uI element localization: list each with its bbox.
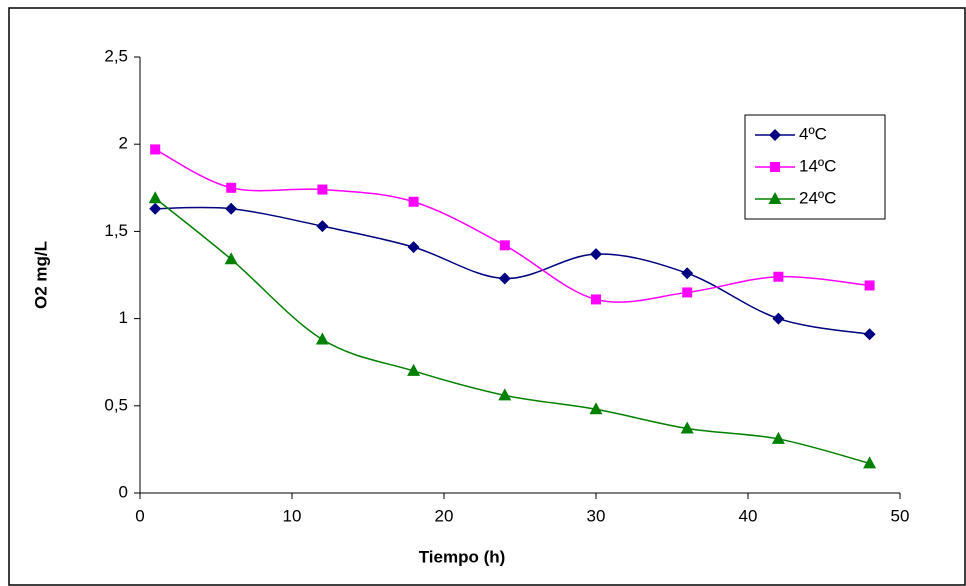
marker	[772, 312, 785, 325]
marker	[407, 241, 420, 254]
marker	[863, 328, 876, 341]
marker	[498, 272, 511, 285]
y-tick-label: 0,5	[104, 395, 128, 414]
y-axis-label: O2 mg/L	[31, 241, 50, 309]
y-tick-label: 2	[119, 134, 128, 153]
marker	[407, 363, 421, 376]
marker	[771, 431, 785, 444]
marker	[589, 402, 603, 415]
marker	[224, 252, 238, 265]
marker	[498, 388, 512, 401]
y-tick-label: 1,5	[104, 221, 128, 240]
marker	[316, 220, 329, 233]
x-tick-label: 0	[135, 506, 144, 525]
marker	[591, 294, 601, 305]
legend-label: 4ºC	[799, 124, 827, 143]
marker	[408, 196, 419, 207]
marker	[863, 456, 877, 469]
y-tick-label: 1	[119, 308, 128, 327]
marker	[770, 162, 780, 172]
marker	[681, 267, 694, 280]
x-tick-label: 30	[587, 506, 606, 525]
legend-label: 24ºC	[799, 188, 836, 207]
marker	[150, 144, 161, 155]
marker	[768, 192, 782, 204]
series-line	[155, 206, 870, 336]
marker	[773, 271, 784, 282]
marker	[499, 240, 510, 251]
legend-label: 14ºC	[799, 156, 836, 175]
y-tick-label: 0	[119, 482, 128, 501]
marker	[315, 332, 329, 345]
x-tick-label: 10	[283, 506, 302, 525]
x-tick-label: 50	[891, 506, 910, 525]
marker	[149, 202, 162, 215]
marker	[680, 421, 694, 434]
x-tick-label: 20	[435, 506, 454, 525]
series-line	[154, 197, 870, 465]
marker	[317, 184, 328, 195]
marker	[590, 248, 602, 261]
marker	[225, 202, 238, 215]
y-tick-label: 2,5	[104, 46, 128, 65]
chart-frame	[8, 7, 966, 586]
x-tick-label: 40	[739, 506, 758, 525]
marker	[769, 129, 781, 141]
marker	[864, 280, 875, 291]
marker	[226, 182, 237, 193]
x-axis-label: Tiempo (h)	[419, 547, 506, 566]
marker	[148, 191, 162, 204]
marker	[682, 287, 693, 298]
